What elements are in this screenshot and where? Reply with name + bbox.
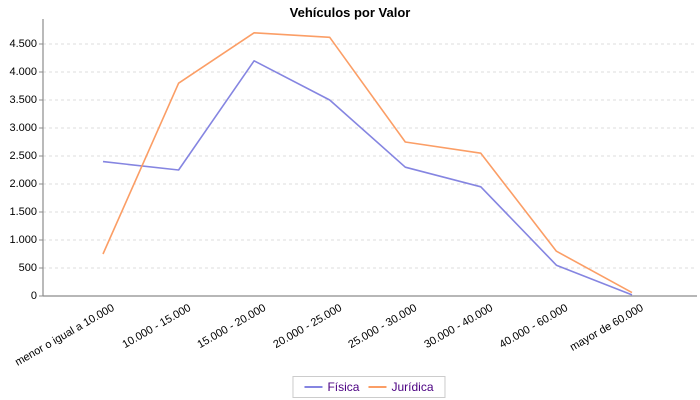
y-tick-label: 3.000 — [9, 122, 37, 134]
legend-line-icon — [304, 386, 323, 388]
y-tick-label: 1.000 — [9, 234, 37, 246]
legend-item: Física — [304, 380, 359, 394]
y-tick-label: 3.500 — [9, 94, 37, 106]
y-tick-label: 2.000 — [9, 178, 37, 190]
y-tick-label: 500 — [18, 262, 37, 274]
chart-title: Vehículos por Valor — [289, 5, 411, 20]
y-tick-label: 4.500 — [9, 38, 37, 50]
series-line-juridica — [102, 31, 633, 294]
legend: Física Jurídica — [292, 376, 446, 398]
series-line-fisica — [102, 59, 633, 296]
y-tick-label: 4.000 — [9, 66, 37, 78]
y-tick-label: 2.500 — [9, 150, 37, 162]
legend-label: Jurídica — [391, 380, 434, 394]
legend-item: Jurídica — [368, 380, 434, 394]
y-tick-label: 0 — [30, 290, 37, 302]
y-tick-label: 1.500 — [9, 206, 37, 218]
legend-line-icon — [368, 386, 387, 388]
legend-label: Física — [327, 380, 360, 394]
